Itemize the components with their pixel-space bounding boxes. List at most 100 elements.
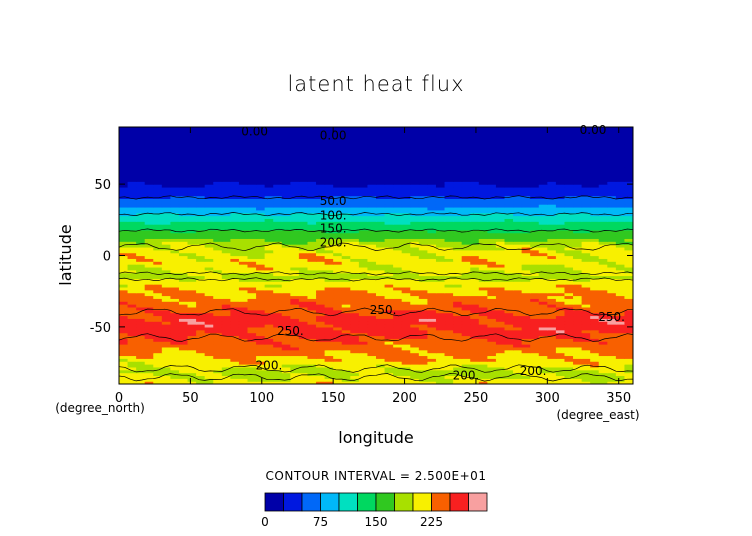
field-cell	[178, 184, 189, 188]
field-cell	[196, 326, 206, 331]
field-cell	[521, 266, 531, 271]
field-cell	[324, 164, 334, 168]
field-cell	[213, 178, 223, 182]
field-cell	[384, 284, 394, 288]
field-cell	[478, 258, 488, 262]
field-cell	[615, 241, 626, 245]
field-cell	[333, 355, 343, 359]
field-cell	[427, 249, 437, 254]
field-cell	[298, 166, 309, 171]
field-cell	[136, 158, 146, 162]
field-cell	[598, 375, 608, 379]
field-cell	[196, 352, 206, 357]
field-cell	[495, 221, 506, 225]
field-cell	[461, 226, 471, 231]
field-cell	[307, 289, 317, 294]
field-cell	[230, 146, 240, 151]
field-cell	[341, 232, 351, 237]
field-cell	[264, 218, 274, 222]
field-cell	[127, 318, 137, 322]
field-cell	[615, 338, 626, 342]
field-cell	[238, 226, 249, 231]
field-cell	[590, 189, 600, 194]
field-cell	[127, 152, 137, 157]
field-cell	[615, 264, 626, 268]
field-cell	[444, 232, 454, 237]
field-cell	[170, 312, 180, 317]
field-cell	[187, 258, 197, 262]
field-cell	[513, 169, 523, 174]
field-cell	[204, 184, 214, 188]
field-cell	[581, 364, 591, 368]
field-cell	[461, 178, 471, 182]
field-cell	[358, 341, 369, 345]
field-cell	[418, 224, 428, 228]
field-cell	[144, 164, 154, 168]
field-cell	[221, 209, 231, 214]
field-cell	[573, 275, 583, 279]
field-cell	[478, 172, 488, 177]
field-cell	[358, 309, 369, 314]
field-cell	[367, 309, 377, 314]
field-cell	[316, 184, 326, 188]
field-cell	[144, 238, 154, 242]
field-cell	[376, 186, 386, 191]
field-cell	[615, 281, 626, 285]
field-cell	[144, 286, 154, 291]
field-cell	[564, 366, 574, 371]
field-cell	[264, 198, 274, 202]
field-cell	[521, 269, 531, 274]
field-cell	[418, 366, 428, 371]
field-cell	[538, 366, 548, 371]
field-cell	[453, 324, 463, 328]
field-cell	[298, 326, 309, 331]
field-cell	[393, 164, 403, 168]
field-cell	[170, 324, 180, 328]
field-cell	[538, 229, 548, 234]
field-cell	[504, 204, 514, 208]
field-cell	[376, 341, 386, 345]
field-cell	[598, 341, 608, 345]
field-cell	[478, 352, 488, 357]
field-cell	[427, 295, 437, 299]
field-cell	[230, 312, 240, 317]
field-cell	[324, 298, 334, 302]
field-cell	[607, 186, 617, 191]
field-cell	[333, 329, 343, 334]
field-cell	[401, 269, 411, 274]
field-cell	[350, 198, 360, 202]
field-cell	[547, 378, 557, 382]
field-cell	[598, 335, 608, 339]
field-cell	[316, 355, 326, 359]
field-cell	[119, 301, 129, 305]
field-cell	[204, 352, 214, 357]
field-cell	[153, 155, 163, 160]
field-cell	[521, 175, 531, 179]
field-cell	[401, 326, 411, 331]
field-cell	[615, 232, 626, 237]
field-cell	[453, 375, 463, 379]
field-cell	[547, 192, 557, 197]
field-cell	[487, 284, 497, 288]
field-cell	[607, 209, 617, 214]
field-cell	[615, 381, 626, 384]
field-cell	[573, 378, 583, 382]
field-cell	[307, 281, 317, 285]
field-cell	[607, 375, 617, 379]
field-cell	[495, 318, 506, 322]
field-cell	[513, 235, 523, 239]
field-cell	[341, 355, 351, 359]
field-cell	[170, 161, 180, 165]
field-cell	[204, 366, 214, 371]
field-cell	[161, 355, 171, 359]
field-cell	[281, 338, 291, 342]
field-cell	[153, 172, 163, 177]
field-cell	[470, 169, 480, 174]
field-cell	[427, 318, 437, 322]
field-cell	[598, 292, 608, 297]
field-cell	[298, 355, 309, 359]
field-cell	[119, 189, 129, 194]
field-cell	[393, 306, 403, 311]
field-cell	[358, 301, 369, 305]
field-cell	[615, 349, 626, 354]
